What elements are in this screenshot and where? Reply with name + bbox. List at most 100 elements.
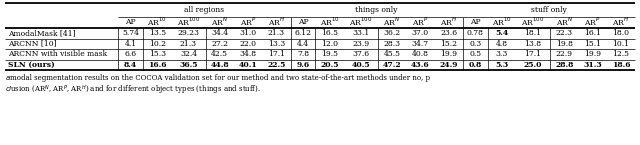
Text: 23.9: 23.9 — [352, 40, 369, 48]
Text: 0.3: 0.3 — [469, 40, 481, 48]
Text: 40.1: 40.1 — [239, 61, 257, 69]
Text: 19.8: 19.8 — [556, 40, 573, 48]
Text: SLN (ours): SLN (ours) — [8, 61, 55, 69]
Text: 8.4: 8.4 — [124, 61, 138, 69]
Text: 12.0: 12.0 — [321, 40, 338, 48]
Text: 16.6: 16.6 — [148, 61, 166, 69]
Text: AmodalMask [41]: AmodalMask [41] — [8, 29, 76, 37]
Text: AP: AP — [298, 18, 308, 26]
Text: 25.0: 25.0 — [524, 61, 542, 69]
Text: 5.74: 5.74 — [122, 29, 140, 37]
Text: 9.6: 9.6 — [296, 61, 310, 69]
Text: modal segmentation results on the COCOA validation set for our method and two st: modal segmentation results on the COCOA … — [10, 74, 430, 82]
Text: AR$^{N}$: AR$^{N}$ — [211, 16, 228, 28]
Text: 36.2: 36.2 — [383, 29, 401, 37]
Text: 21.3: 21.3 — [268, 29, 285, 37]
Text: 4.1: 4.1 — [125, 40, 137, 48]
Text: 3.3: 3.3 — [495, 50, 508, 58]
Text: AP: AP — [125, 18, 136, 26]
Text: 12.5: 12.5 — [612, 50, 629, 58]
Text: 28.3: 28.3 — [383, 40, 401, 48]
Text: 31.3: 31.3 — [583, 61, 602, 69]
Text: 32.4: 32.4 — [180, 50, 197, 58]
Text: 37.6: 37.6 — [352, 50, 369, 58]
Text: 42.5: 42.5 — [211, 50, 228, 58]
Text: AP: AP — [470, 18, 481, 26]
Text: 7.8: 7.8 — [297, 50, 309, 58]
Text: stuff only: stuff only — [531, 6, 567, 14]
Text: AR$^{P}$: AR$^{P}$ — [412, 16, 429, 28]
Text: things only: things only — [355, 6, 398, 14]
Text: 13.3: 13.3 — [268, 40, 285, 48]
Text: $a$: $a$ — [5, 74, 11, 82]
Text: 34.4: 34.4 — [211, 29, 228, 37]
Text: 17.1: 17.1 — [525, 50, 541, 58]
Text: 10.1: 10.1 — [612, 40, 629, 48]
Text: AR$^{100}$: AR$^{100}$ — [349, 16, 372, 28]
Text: 4.4: 4.4 — [297, 40, 309, 48]
Text: 19.9: 19.9 — [440, 50, 457, 58]
Text: 4.8: 4.8 — [496, 40, 508, 48]
Text: 0.78: 0.78 — [467, 29, 484, 37]
Text: AR$^{100}$: AR$^{100}$ — [177, 16, 200, 28]
Text: 6.12: 6.12 — [294, 29, 312, 37]
Text: AR$^{10}$: AR$^{10}$ — [492, 16, 512, 28]
Text: 15.2: 15.2 — [440, 40, 457, 48]
Text: 44.8: 44.8 — [211, 61, 229, 69]
Text: 5.3: 5.3 — [495, 61, 508, 69]
Text: 15.1: 15.1 — [584, 40, 601, 48]
Text: AR$^{P}$: AR$^{P}$ — [584, 16, 601, 28]
Text: 13.8: 13.8 — [524, 40, 541, 48]
Text: 19.5: 19.5 — [321, 50, 338, 58]
Text: AR$^{H}$: AR$^{H}$ — [440, 16, 457, 28]
Text: 31.0: 31.0 — [239, 29, 257, 37]
Text: 37.0: 37.0 — [412, 29, 429, 37]
Text: 43.6: 43.6 — [411, 61, 429, 69]
Text: 20.5: 20.5 — [320, 61, 339, 69]
Text: 23.6: 23.6 — [440, 29, 457, 37]
Text: usion (AR$^{N}$, AR$^{P}$, AR$^{H}$) and for different object types (things and : usion (AR$^{N}$, AR$^{P}$, AR$^{H}$) and… — [10, 84, 261, 97]
Text: 16.5: 16.5 — [321, 29, 338, 37]
Text: 6.6: 6.6 — [125, 50, 137, 58]
Text: 18.1: 18.1 — [525, 29, 541, 37]
Text: 36.5: 36.5 — [179, 61, 198, 69]
Text: 34.8: 34.8 — [239, 50, 257, 58]
Text: AR$^{H}$: AR$^{H}$ — [612, 16, 630, 28]
Text: 28.8: 28.8 — [555, 61, 573, 69]
Text: 19.9: 19.9 — [584, 50, 601, 58]
Text: ARCNN [10]: ARCNN [10] — [8, 40, 56, 48]
Text: AR$^{100}$: AR$^{100}$ — [522, 16, 545, 28]
Text: 13.5: 13.5 — [148, 29, 166, 37]
Text: 15.3: 15.3 — [148, 50, 166, 58]
Text: AR$^{N}$: AR$^{N}$ — [383, 16, 401, 28]
Text: ARCNN with visible mask: ARCNN with visible mask — [8, 50, 107, 58]
Text: 45.5: 45.5 — [383, 50, 401, 58]
Text: 17.1: 17.1 — [268, 50, 285, 58]
Text: AR$^{N}$: AR$^{N}$ — [556, 16, 573, 28]
Text: 22.9: 22.9 — [556, 50, 573, 58]
Text: 0.5: 0.5 — [469, 50, 481, 58]
Text: 40.5: 40.5 — [351, 61, 370, 69]
Text: 40.8: 40.8 — [412, 50, 429, 58]
Text: 22.3: 22.3 — [556, 29, 573, 37]
Text: AR$^{10}$: AR$^{10}$ — [147, 16, 167, 28]
Text: 0.8: 0.8 — [468, 61, 482, 69]
Text: 34.7: 34.7 — [412, 40, 429, 48]
Text: 33.1: 33.1 — [352, 29, 369, 37]
Text: 22.5: 22.5 — [267, 61, 285, 69]
Text: 24.9: 24.9 — [439, 61, 458, 69]
Text: 5.4: 5.4 — [495, 29, 508, 37]
Text: 18.6: 18.6 — [612, 61, 630, 69]
Text: 18.0: 18.0 — [612, 29, 629, 37]
Text: 29.23: 29.23 — [177, 29, 200, 37]
Text: AR$^{H}$: AR$^{H}$ — [268, 16, 285, 28]
Text: 21.3: 21.3 — [180, 40, 197, 48]
Text: 47.2: 47.2 — [383, 61, 401, 69]
Text: 27.2: 27.2 — [211, 40, 228, 48]
Text: $cl$: $cl$ — [5, 84, 13, 93]
Text: AR$^{P}$: AR$^{P}$ — [240, 16, 257, 28]
Text: 10.2: 10.2 — [148, 40, 166, 48]
Text: AR$^{10}$: AR$^{10}$ — [319, 16, 339, 28]
Text: 22.0: 22.0 — [239, 40, 257, 48]
Text: 16.1: 16.1 — [584, 29, 601, 37]
